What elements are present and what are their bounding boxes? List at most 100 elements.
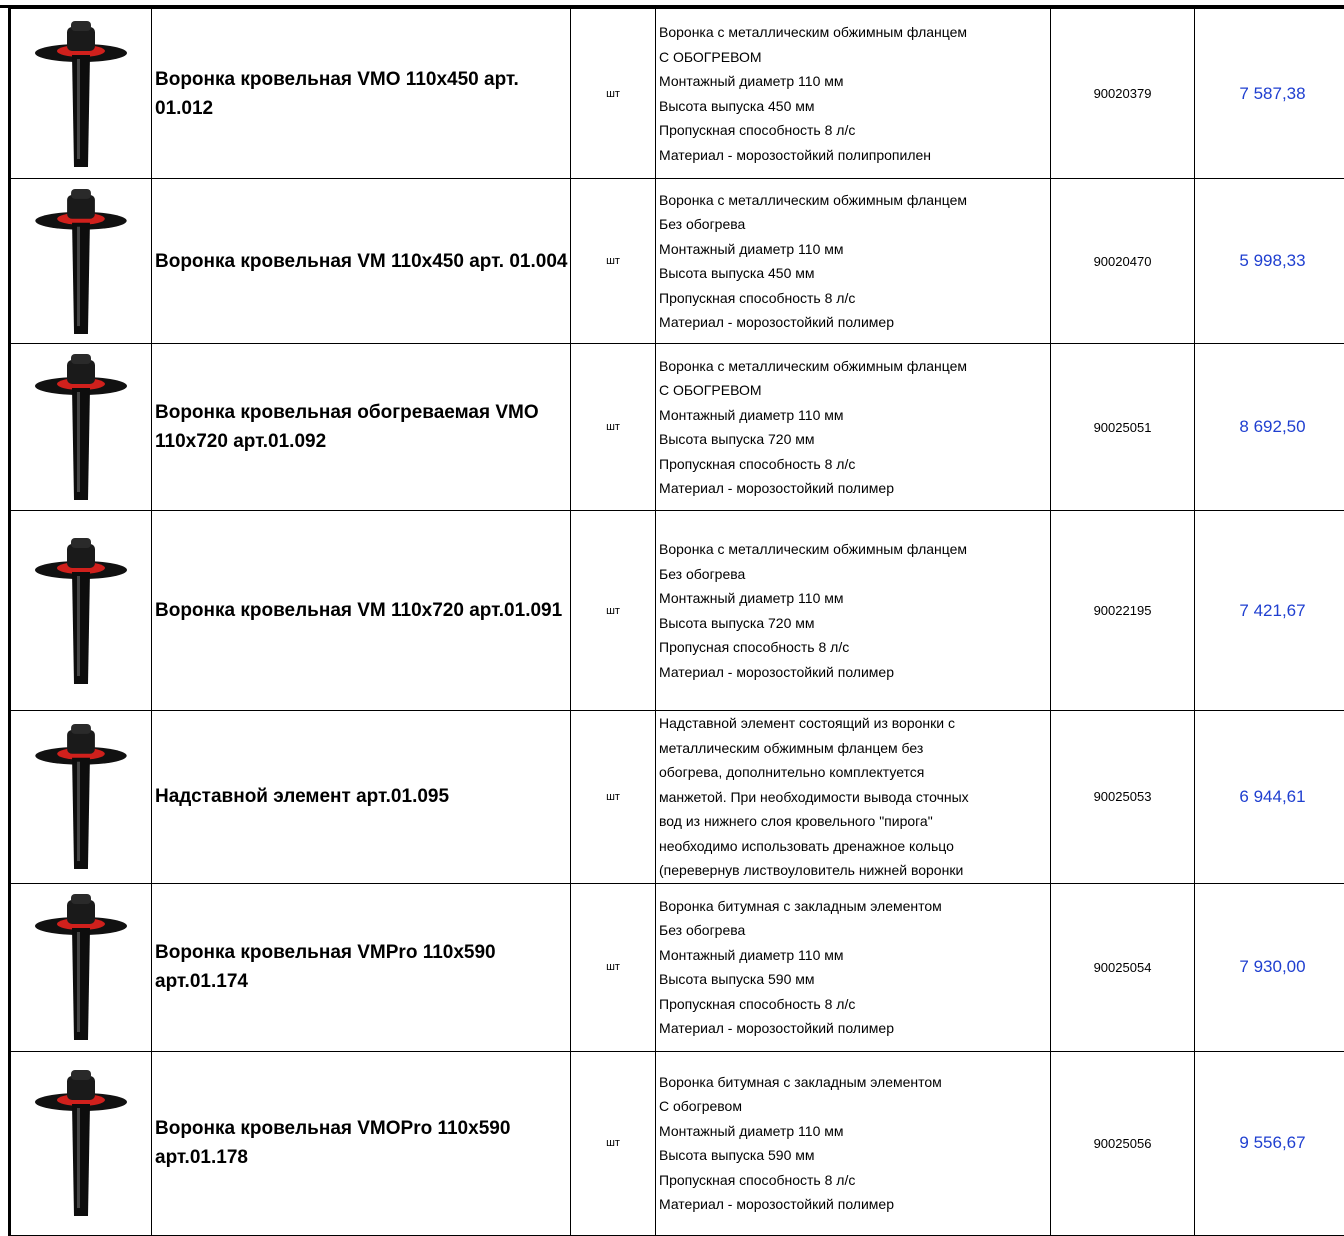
description-line: С ОБОГРЕВОМ: [659, 378, 1050, 403]
product-image: [31, 187, 131, 336]
image-cell: [10, 511, 152, 711]
product-code: 90020379: [1094, 86, 1152, 101]
description-line: Пропускная способность 8 л/с: [659, 452, 1050, 477]
description-line: Монтажный диаметр 110 мм: [659, 943, 1050, 968]
product-name: Воронка кровельная VM 110x450 арт. 01.00…: [155, 251, 567, 272]
description-line: Высота выпуска 720 мм: [659, 427, 1050, 452]
unit: шт: [606, 1137, 620, 1149]
description-line: обогрева, дополнительно комплектуется: [659, 760, 1050, 785]
description-line: Материал - морозостойкий полимер: [659, 1016, 1050, 1041]
price-cell: 7 587,38: [1195, 9, 1344, 179]
description-cell: Надставной элемент состоящий из воронки …: [656, 711, 1051, 884]
description-line: Пропусная способность 8 л/с: [659, 635, 1050, 660]
table-row: Воронка кровельная VMPro 110x590 арт.01.…: [10, 883, 1344, 1051]
unit: шт: [606, 605, 620, 617]
price: 6 944,61: [1239, 787, 1305, 806]
code-cell: 90020379: [1051, 9, 1195, 179]
description-line: С ОБОГРЕВОМ: [659, 45, 1050, 70]
price: 8 692,50: [1239, 417, 1305, 436]
code-cell: 90020470: [1051, 179, 1195, 344]
description-line: Высота выпуска 590 мм: [659, 1143, 1050, 1168]
description-line: Материал - морозостойкий полимер: [659, 476, 1050, 501]
description-line: Воронка с металлическим обжимным фланцем: [659, 537, 1050, 562]
unit: шт: [606, 791, 620, 803]
description-line: Пропускная способность 8 л/с: [659, 992, 1050, 1017]
product-code: 90025051: [1094, 420, 1152, 435]
product-code: 90020470: [1094, 254, 1152, 269]
code-cell: 90022195: [1051, 511, 1195, 711]
description-line: Материал - морозостойкий полимер: [659, 1192, 1050, 1217]
description-line: Без обогрева: [659, 212, 1050, 237]
description-line: Пропускная способность 8 л/с: [659, 1168, 1050, 1193]
price-cell: 8 692,50: [1195, 344, 1344, 511]
name-cell: Воронка кровельная VM 110x450 арт. 01.00…: [152, 179, 571, 344]
product-name: Воронка кровельная обогреваемая VMO 110x…: [155, 402, 539, 452]
description-line: Высота выпуска 450 мм: [659, 261, 1050, 286]
unit-cell: шт: [571, 883, 656, 1051]
description-line: Воронка битумная с закладным элементом: [659, 894, 1050, 919]
description-line: Пропускная способность 8 л/с: [659, 118, 1050, 143]
product-image: [31, 892, 131, 1042]
table-row: Воронка кровельная VMO 110x450 арт. 01.0…: [10, 9, 1344, 179]
unit-cell: шт: [571, 179, 656, 344]
name-cell: Воронка кровельная VMO 110x450 арт. 01.0…: [152, 9, 571, 179]
unit-cell: шт: [571, 711, 656, 884]
description-line: Пропускная способность 8 л/с: [659, 286, 1050, 311]
description-line: Монтажный диаметр 110 мм: [659, 237, 1050, 262]
description-cell: Воронка с металлическим обжимным фланцем…: [656, 511, 1051, 711]
table-row: Воронка кровельная VMOPro 110x590 арт.01…: [10, 1051, 1344, 1235]
description-cell: Воронка с металлическим обжимным фланцем…: [656, 344, 1051, 511]
unit: шт: [606, 421, 620, 433]
image-cell: [10, 344, 152, 511]
price-cell: 7 421,67: [1195, 511, 1344, 711]
code-cell: 90025056: [1051, 1051, 1195, 1235]
image-cell: [10, 711, 152, 884]
description-line: вод из нижнего слоя кровельного "пирога": [659, 809, 1050, 834]
description-line: Монтажный диаметр 110 мм: [659, 586, 1050, 611]
product-code: 90025054: [1094, 960, 1152, 975]
description-line: Воронка с металлическим обжимным фланцем: [659, 354, 1050, 379]
description-line: Высота выпуска 720 мм: [659, 611, 1050, 636]
description-line: Материал - морозостойкий полимер: [659, 660, 1050, 685]
image-cell: [10, 9, 152, 179]
unit: шт: [606, 255, 620, 267]
description-cell: Воронка с металлическим обжимным фланцем…: [656, 179, 1051, 344]
product-name: Воронка кровельная VMO 110x450 арт. 01.0…: [155, 69, 519, 119]
image-cell: [10, 1051, 152, 1235]
description-line: (перевернув листвоуловитель нижней ворон…: [659, 858, 1050, 883]
description-line: Воронка с металлическим обжимным фланцем: [659, 188, 1050, 213]
product-image: [31, 1068, 131, 1218]
name-cell: Воронка кровельная VMPro 110x590 арт.01.…: [152, 883, 571, 1051]
description-line: Воронка битумная с закладным элементом: [659, 1070, 1050, 1095]
table-row: Воронка кровельная VM 110x450 арт. 01.00…: [10, 179, 1344, 344]
product-image: [31, 352, 131, 502]
product-code: 90022195: [1094, 603, 1152, 618]
table-row: Воронка кровельная обогреваемая VMO 110x…: [10, 344, 1344, 511]
image-cell: [10, 179, 152, 344]
product-image: [31, 19, 131, 169]
product-name: Воронка кровельная VM 110x720 арт.01.091: [155, 600, 562, 621]
unit: шт: [606, 961, 620, 973]
description-line: манжетой. При необходимости вывода сточн…: [659, 785, 1050, 810]
price: 7 587,38: [1239, 84, 1305, 103]
description-line: необходимо использовать дренажное кольцо: [659, 834, 1050, 859]
unit-cell: шт: [571, 344, 656, 511]
price: 7 930,00: [1239, 957, 1305, 976]
price-cell: 9 556,67: [1195, 1051, 1344, 1235]
price-cell: 7 930,00: [1195, 883, 1344, 1051]
price-cell: 5 998,33: [1195, 179, 1344, 344]
description-line: Надставной элемент состоящий из воронки …: [659, 711, 1050, 736]
code-cell: 90025054: [1051, 883, 1195, 1051]
product-name: Воронка кровельная VMOPro 110x590 арт.01…: [155, 1118, 510, 1168]
code-cell: 90025051: [1051, 344, 1195, 511]
unit-cell: шт: [571, 1051, 656, 1235]
unit-cell: шт: [571, 9, 656, 179]
price-cell: 6 944,61: [1195, 711, 1344, 884]
description-line: Монтажный диаметр 110 мм: [659, 403, 1050, 428]
description-line: Без обогрева: [659, 918, 1050, 943]
price: 7 421,67: [1239, 601, 1305, 620]
image-cell: [10, 883, 152, 1051]
